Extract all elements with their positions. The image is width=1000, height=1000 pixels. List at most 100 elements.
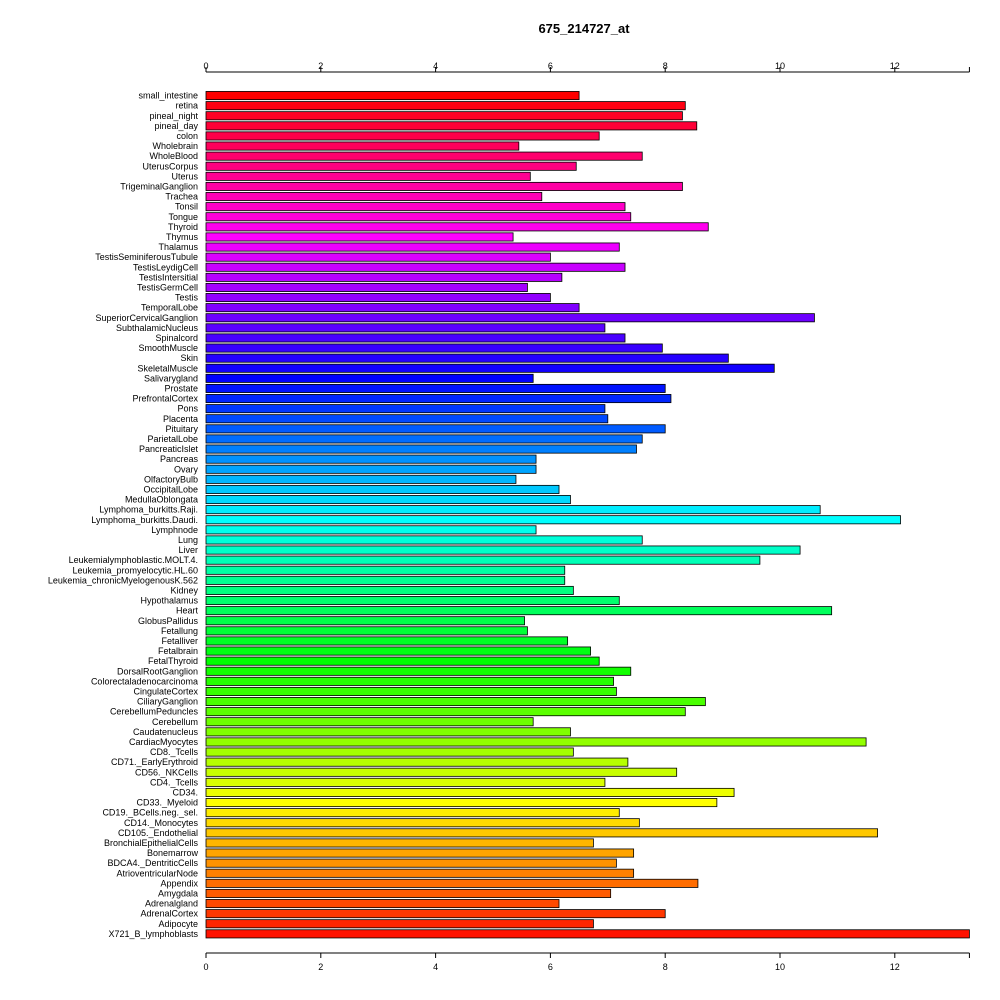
- category-label: Pancreas: [160, 454, 199, 464]
- tick-label: 0: [203, 962, 208, 972]
- bar: [205, 474, 517, 484]
- category-label: FetalThyroid: [148, 656, 198, 666]
- bar: [205, 727, 571, 737]
- bar: [205, 777, 606, 787]
- bar: [205, 707, 686, 717]
- category-label: CardiacMyocytes: [129, 737, 199, 747]
- category-label: Tongue: [168, 212, 198, 222]
- category-label: SmoothMuscle: [138, 343, 198, 353]
- category-label: MedullaOblongata: [125, 495, 198, 505]
- category-label: Heart: [176, 606, 199, 616]
- bar: [205, 161, 577, 171]
- category-label: Fetalliver: [161, 636, 198, 646]
- bar: [205, 585, 574, 595]
- bar: [205, 888, 612, 898]
- category-label: WholeBlood: [149, 151, 198, 161]
- bar: [205, 636, 569, 646]
- bar: [205, 192, 543, 202]
- bar: [205, 717, 534, 727]
- bar: [205, 202, 626, 212]
- category-label: small_intestine: [138, 91, 198, 101]
- bar: [205, 606, 833, 616]
- bar: [205, 495, 571, 505]
- bar: [205, 909, 666, 919]
- category-label: Colorectaladenocarcinoma: [91, 676, 198, 686]
- category-label: SkeletalMuscle: [137, 363, 198, 373]
- tick-label: 4: [433, 962, 438, 972]
- bar: [205, 303, 580, 313]
- bar: [205, 464, 537, 474]
- category-label: TestisLeydigCell: [133, 262, 198, 272]
- category-label: CD56._NKCells: [135, 767, 199, 777]
- bar: [205, 535, 643, 545]
- bar: [205, 282, 528, 292]
- bar: [205, 454, 537, 464]
- category-label: Fetallung: [161, 626, 198, 636]
- category-label: retina: [175, 101, 198, 111]
- bar: [205, 899, 560, 909]
- bar: [205, 858, 617, 868]
- category-label: Amygdala: [158, 888, 198, 898]
- top-axis: 0 2 4 6 8 10 12: [203, 61, 970, 73]
- bar: [205, 868, 635, 878]
- bar: [205, 121, 698, 131]
- bar: [205, 545, 801, 555]
- bar: [205, 798, 718, 808]
- category-label: pineal_day: [154, 121, 198, 131]
- category-label: Ovary: [174, 464, 199, 474]
- bar: [205, 353, 729, 363]
- category-label: CiliaryGanglion: [137, 697, 198, 707]
- category-label: PancreaticIslet: [139, 444, 199, 454]
- category-label: Uterus: [171, 171, 198, 181]
- tick-label: 12: [890, 962, 900, 972]
- category-label: CD4._Tcells: [150, 777, 199, 787]
- category-label: Cerebellum: [152, 717, 198, 727]
- bar: [205, 929, 970, 939]
- category-label: Kidney: [170, 585, 198, 595]
- bar: [205, 757, 629, 767]
- category-label: TestisSeminiferousTubule: [95, 252, 198, 262]
- category-label: Caudatenucleus: [133, 727, 199, 737]
- bar: [205, 515, 901, 525]
- bar: [205, 171, 531, 181]
- category-label: Liver: [178, 545, 198, 555]
- bar: [205, 848, 635, 858]
- category-label: Wholebrain: [152, 141, 198, 151]
- bar: [205, 394, 672, 404]
- bar: [205, 141, 520, 151]
- category-label: Salivarygland: [144, 373, 198, 383]
- bar: [205, 272, 563, 282]
- category-label: GlobusPallidus: [138, 616, 199, 626]
- bar: [205, 747, 574, 757]
- bar: [205, 414, 609, 424]
- bar: [205, 737, 867, 747]
- category-label: TrigeminalGanglion: [120, 181, 198, 191]
- category-label: Tonsil: [175, 202, 198, 212]
- bar: [205, 646, 591, 656]
- category-label: Leukemia_promyelocytic.HL.60: [72, 565, 198, 575]
- bar: [205, 424, 666, 434]
- bar: [205, 808, 620, 818]
- bars: [205, 91, 970, 939]
- bar: [205, 101, 686, 111]
- category-label: AdrenalCortex: [140, 909, 198, 919]
- bar: [205, 262, 626, 272]
- category-label: Pons: [177, 404, 198, 414]
- category-label: CingulateCortex: [133, 686, 198, 696]
- category-label: CD105._Endothelial: [118, 828, 198, 838]
- category-label: TestisGermCell: [137, 282, 198, 292]
- category-label: Spinalcord: [155, 333, 198, 343]
- category-label: Lymphnode: [151, 525, 198, 535]
- bar: [205, 575, 566, 585]
- category-label: UterusCorpus: [142, 161, 198, 171]
- category-label: ParietalLobe: [147, 434, 198, 444]
- category-label: Bonemarrow: [147, 848, 199, 858]
- bar: [205, 787, 735, 797]
- bar: [205, 596, 620, 606]
- bar: [205, 697, 706, 707]
- bar: [205, 686, 617, 696]
- bar: [205, 444, 637, 454]
- category-label: AtrioventricularNode: [116, 868, 198, 878]
- category-label: BDCA4._DentriticCells: [107, 858, 198, 868]
- category-label: Thalamus: [158, 242, 198, 252]
